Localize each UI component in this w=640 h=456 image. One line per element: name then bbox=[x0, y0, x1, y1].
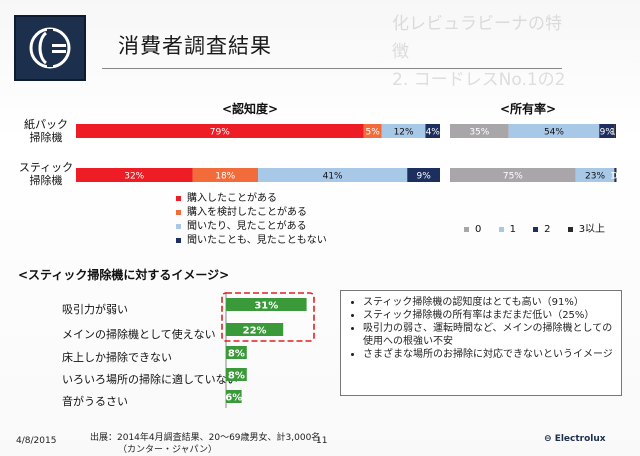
ownership-data-label: 1% bbox=[610, 172, 625, 182]
ownership-data-label: 1% bbox=[610, 128, 625, 138]
ownership-bar-segment bbox=[616, 168, 617, 182]
date-label: 4/8/2015 bbox=[16, 436, 57, 446]
awareness-bar-segment bbox=[76, 168, 193, 182]
background-watermark-text: 化レビュラビーナの特徴 2. コードレスNo.1の2 bbox=[392, 14, 566, 90]
image-category-label: 音がうるさい bbox=[62, 395, 128, 408]
ownership-legend: 0 1 2 3以上 bbox=[464, 220, 605, 235]
legend-item: 聞いたり、見たことがある bbox=[176, 220, 327, 234]
legend-item: 1 bbox=[498, 224, 516, 235]
awareness-bar-segment bbox=[363, 124, 382, 138]
ownership-data-label: 35% bbox=[469, 128, 489, 138]
row-label-paper-pack: 紙パック 掃除機 bbox=[24, 118, 68, 144]
awareness-data-label: 4% bbox=[426, 128, 441, 138]
ownership-data-label: 23% bbox=[585, 172, 605, 182]
image-bar bbox=[226, 323, 284, 336]
image-data-label: 31% bbox=[254, 301, 278, 312]
ownership-bar-segment bbox=[508, 124, 600, 138]
ownership-data-label: 75% bbox=[503, 172, 523, 182]
image-category-label: 吸引力が弱い bbox=[62, 303, 128, 316]
legend-item: 聞いたことも、見たこともない bbox=[176, 234, 327, 248]
awareness-data-label: 5% bbox=[366, 128, 381, 138]
awareness-legend: 購入したことがある 購入を検討したことがある 聞いたり、見たことがある 聞いたこ… bbox=[176, 192, 327, 248]
ownership-bar-segment bbox=[450, 124, 509, 138]
image-data-label: 8% bbox=[228, 349, 245, 360]
ownership-bar-segment bbox=[575, 168, 615, 182]
awareness-data-label: 12% bbox=[394, 128, 414, 138]
image-bar bbox=[226, 368, 247, 381]
page-title: 消費者調査結果 bbox=[118, 34, 272, 58]
image-data-label: 8% bbox=[228, 371, 245, 382]
legend-item: 購入したことがある bbox=[176, 192, 327, 206]
image-bar-chart: 31% 22% 8% 8% 6% bbox=[221, 292, 315, 408]
image-category-label: いろいろ場所の掃除に適していない bbox=[62, 373, 238, 386]
legend-item: 3以上 bbox=[567, 224, 605, 235]
legend-item: 2 bbox=[533, 224, 551, 235]
legend-item: 0 bbox=[464, 224, 481, 235]
ownership-section-title: <所有率> bbox=[500, 102, 557, 116]
legend-item: 購入を検討したことがある bbox=[176, 206, 327, 220]
awareness-bar-segment bbox=[192, 168, 258, 182]
electrolux-logo bbox=[14, 15, 86, 81]
awareness-data-label: 18% bbox=[215, 172, 235, 182]
ownership-data-label: 0% bbox=[612, 172, 627, 182]
source-line-1: 出展：2014年4月調査結果、20～69歳男女、計3,000名 bbox=[90, 433, 321, 443]
finding-item: スティック掃除機の認知度はとても高い（91%） bbox=[363, 296, 613, 309]
ownership-bar-segment bbox=[614, 124, 616, 138]
image-section-title: <スティック掃除機に対するイメージ> bbox=[18, 268, 230, 282]
finding-item: さまざまな場所のお掃除に対応できないというイメージ bbox=[363, 348, 613, 361]
image-bar bbox=[226, 390, 242, 403]
awareness-bar-segment bbox=[76, 124, 364, 138]
finding-item: スティック掃除機の所有率はまだまだ低い（25%） bbox=[363, 309, 613, 322]
awareness-bar-segment bbox=[381, 124, 426, 138]
image-bar bbox=[226, 346, 247, 359]
awareness-bar-segment bbox=[407, 168, 440, 182]
findings-box: スティック掃除機の認知度はとても高い（91%） スティック掃除機の所有率はまだま… bbox=[340, 290, 622, 396]
awareness-data-label: 41% bbox=[323, 172, 343, 182]
awareness-data-label: 9% bbox=[416, 172, 431, 182]
ownership-data-label: 54% bbox=[544, 128, 564, 138]
awareness-data-label: 32% bbox=[124, 172, 144, 182]
image-category-label: 床上しか掃除できない bbox=[62, 351, 172, 364]
awareness-bar-segment bbox=[258, 168, 408, 182]
page-number: 11 bbox=[316, 436, 328, 446]
highlight-box bbox=[221, 292, 315, 342]
brand-icon: ⊖ bbox=[544, 434, 555, 444]
awareness-section-title: <認知度> bbox=[222, 102, 279, 116]
image-category-label: メインの掃除機として使えない bbox=[62, 328, 216, 341]
ownership-bar-segment bbox=[599, 124, 615, 138]
finding-item: 吸引力の弱さ、運転時間など、メインの掃除機としての使用への根強い不安 bbox=[363, 322, 613, 348]
image-bar bbox=[226, 298, 307, 311]
image-data-label: 6% bbox=[225, 393, 242, 404]
brand-footer: ⊖ Electrolux bbox=[544, 434, 606, 444]
ownership-data-label: 9% bbox=[600, 128, 615, 138]
awareness-bar-segment bbox=[425, 124, 440, 138]
ownership-bar-segment bbox=[614, 168, 616, 182]
row-label-stick: スティック 掃除機 bbox=[18, 161, 74, 187]
title-divider bbox=[102, 68, 562, 69]
source-line-2: （カンター・ジャパン） bbox=[118, 445, 218, 455]
awareness-data-label: 79% bbox=[210, 128, 230, 138]
ownership-bar-segment bbox=[450, 168, 576, 182]
image-data-label: 22% bbox=[243, 326, 267, 337]
stacked-bar-charts: 79% 5% 12% 4%32% 18% 41% 9%35% 54% 9%1%75% 23% 1%0… bbox=[76, 124, 627, 182]
